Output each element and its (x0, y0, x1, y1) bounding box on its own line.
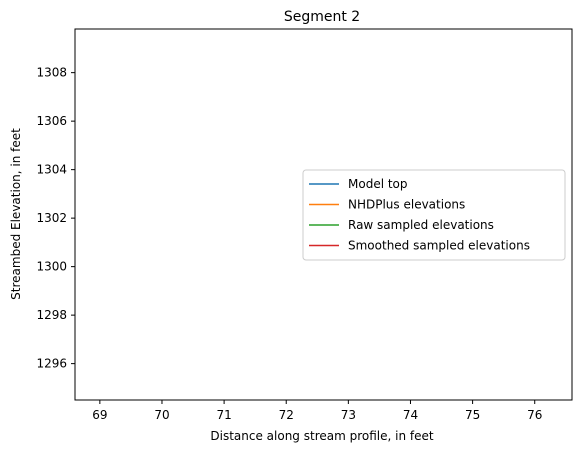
legend: Model top NHDPlus elevations Raw sampled e… (302, 169, 566, 261)
chart-title: Segment 2 (284, 9, 360, 25)
y-tick-label: 1308 (36, 66, 67, 80)
legend-label: NHDPlus elevations (348, 198, 465, 212)
legend-items: Model top NHDPlus elevations Raw sampled e… (309, 177, 530, 253)
y-tick-label: 1302 (36, 211, 67, 225)
x-tick-label: 69 (92, 408, 107, 422)
x-tick-label: 72 (279, 408, 294, 422)
y-axis: 1296 1298 1300 1302 1304 1306 1308 (36, 66, 75, 371)
x-tick-label: 73 (341, 408, 356, 422)
legend-label: Model top (348, 177, 408, 191)
legend-label: Raw sampled elevations (348, 218, 494, 232)
y-tick-label: 1298 (36, 308, 67, 322)
x-tick-label: 74 (403, 408, 418, 422)
y-tick-label: 1296 (36, 357, 67, 371)
y-tick-label: 1306 (36, 114, 67, 128)
x-tick-label: 71 (216, 408, 231, 422)
x-axis: 69 70 71 72 73 74 75 76 (92, 400, 542, 422)
legend-box (302, 169, 566, 261)
x-tick-label: 75 (465, 408, 480, 422)
x-axis-label: Distance along stream profile, in feet (210, 429, 433, 443)
x-tick-label: 70 (154, 408, 169, 422)
y-tick-label: 1304 (36, 163, 67, 177)
legend-label: Smoothed sampled elevations (348, 239, 530, 253)
x-tick-label: 76 (527, 408, 542, 422)
y-axis-label: Streambed Elevation, in feet (9, 128, 23, 300)
y-tick-label: 1300 (36, 260, 67, 274)
